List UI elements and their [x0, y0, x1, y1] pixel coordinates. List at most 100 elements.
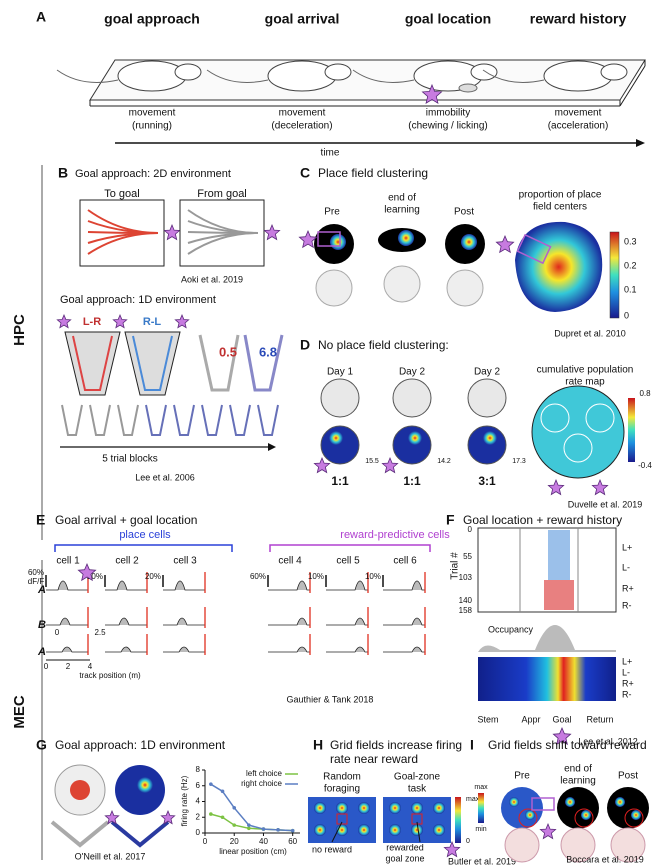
stage-state: (running) — [132, 121, 172, 132]
label: cell 2 — [115, 556, 139, 567]
label: 2 — [66, 662, 71, 671]
panel-title: Grid fields increase firing — [330, 738, 462, 752]
raster-band — [544, 580, 574, 610]
y-tick-label: 0 — [196, 828, 201, 837]
colorbar — [455, 797, 461, 843]
x-tick-label: 40 — [259, 837, 268, 846]
panel-title: Goal approach: 2D environment — [75, 168, 231, 180]
peak-rate: 15.5 — [365, 458, 379, 465]
map — [330, 234, 346, 250]
grid-field — [433, 802, 445, 814]
label: L+ — [622, 656, 632, 666]
grid-field — [433, 824, 445, 836]
stage-state: movement — [279, 108, 326, 119]
grid-field — [389, 824, 401, 836]
maze — [52, 822, 108, 845]
legend-label: right choice — [241, 779, 282, 788]
trace — [163, 581, 205, 590]
label: Goal — [552, 714, 571, 724]
label: end of — [564, 764, 592, 775]
label: proportion of place — [519, 190, 602, 201]
label: 10% — [308, 572, 324, 581]
path-map — [393, 379, 431, 417]
trace — [326, 581, 368, 590]
reward-star — [540, 824, 555, 839]
colorbar-tick: 0 — [624, 310, 629, 320]
label: Random — [323, 772, 361, 783]
mouse-head — [325, 64, 351, 80]
label: Pre — [324, 207, 340, 218]
point — [291, 829, 295, 833]
map — [483, 431, 497, 445]
trace — [105, 647, 147, 652]
colorbar — [610, 232, 619, 318]
colorbar-tick: 0.1 — [624, 284, 637, 294]
label: Pre — [514, 771, 530, 782]
label: R+ — [622, 678, 634, 688]
label: Appr — [521, 714, 540, 724]
trace — [200, 335, 238, 390]
stage-state: movement — [555, 108, 602, 119]
stage-state: immobility — [426, 108, 470, 119]
mouse-body — [268, 61, 336, 91]
point — [221, 815, 225, 819]
reward-star — [382, 458, 397, 473]
panel-letter: C — [300, 165, 310, 181]
label: Boccara et al. 2019 — [566, 854, 644, 864]
path-map — [321, 379, 359, 417]
trace — [383, 581, 425, 590]
point — [247, 823, 251, 827]
map — [137, 777, 153, 793]
stage-title: goal location — [405, 11, 491, 27]
reward-star — [161, 811, 174, 824]
label: 10% — [365, 572, 381, 581]
x-tick-label: 0 — [203, 837, 208, 846]
label: R- — [622, 689, 632, 699]
grid-field — [336, 802, 348, 814]
panel-title: Goal location + reward history — [463, 513, 622, 527]
label: Day 2 — [399, 367, 426, 378]
grid-field — [314, 824, 326, 836]
grid-field — [615, 797, 625, 807]
grid-field — [358, 802, 370, 814]
bracket — [55, 545, 232, 552]
label: learning — [560, 776, 596, 787]
raster-band — [548, 530, 570, 580]
peak-rate: 17.3 — [512, 458, 526, 465]
reward-star — [264, 225, 279, 240]
reward-star — [175, 315, 188, 328]
map — [329, 431, 343, 445]
trace — [326, 647, 368, 652]
tick-label: 103 — [459, 573, 473, 582]
bracket — [270, 545, 430, 552]
label: learning — [384, 205, 420, 216]
tick-label: 0 — [468, 525, 473, 534]
trace — [46, 581, 88, 590]
colorbar-tick: 0.2 — [624, 260, 637, 270]
heat-row — [478, 668, 616, 679]
label: 4 — [88, 662, 93, 671]
label: place cells — [119, 529, 171, 541]
label: cumulative population — [537, 365, 634, 376]
point — [221, 789, 225, 793]
figure: Agoal approachmovement(running)goal arri… — [0, 0, 656, 867]
map — [398, 230, 414, 246]
label: field centers — [533, 202, 587, 213]
label: 5 trial blocks — [102, 454, 158, 465]
map — [461, 234, 477, 250]
stage-state: (chewing / licking) — [408, 121, 487, 132]
label: Goal-zone — [394, 772, 441, 783]
point — [209, 812, 213, 816]
label: Trial # — [450, 552, 461, 580]
label: cell 4 — [278, 556, 302, 567]
label: Lee et al. 2006 — [135, 472, 195, 482]
colorbar-tick: -0.4 — [638, 461, 652, 470]
trace — [230, 405, 250, 435]
label: rate map — [565, 377, 605, 388]
label: R+ — [622, 583, 634, 593]
label: Dupret et al. 2010 — [554, 328, 626, 338]
map — [557, 787, 599, 829]
label: L-R — [83, 316, 101, 328]
label: cell 1 — [56, 556, 80, 567]
grid-field — [411, 824, 423, 836]
